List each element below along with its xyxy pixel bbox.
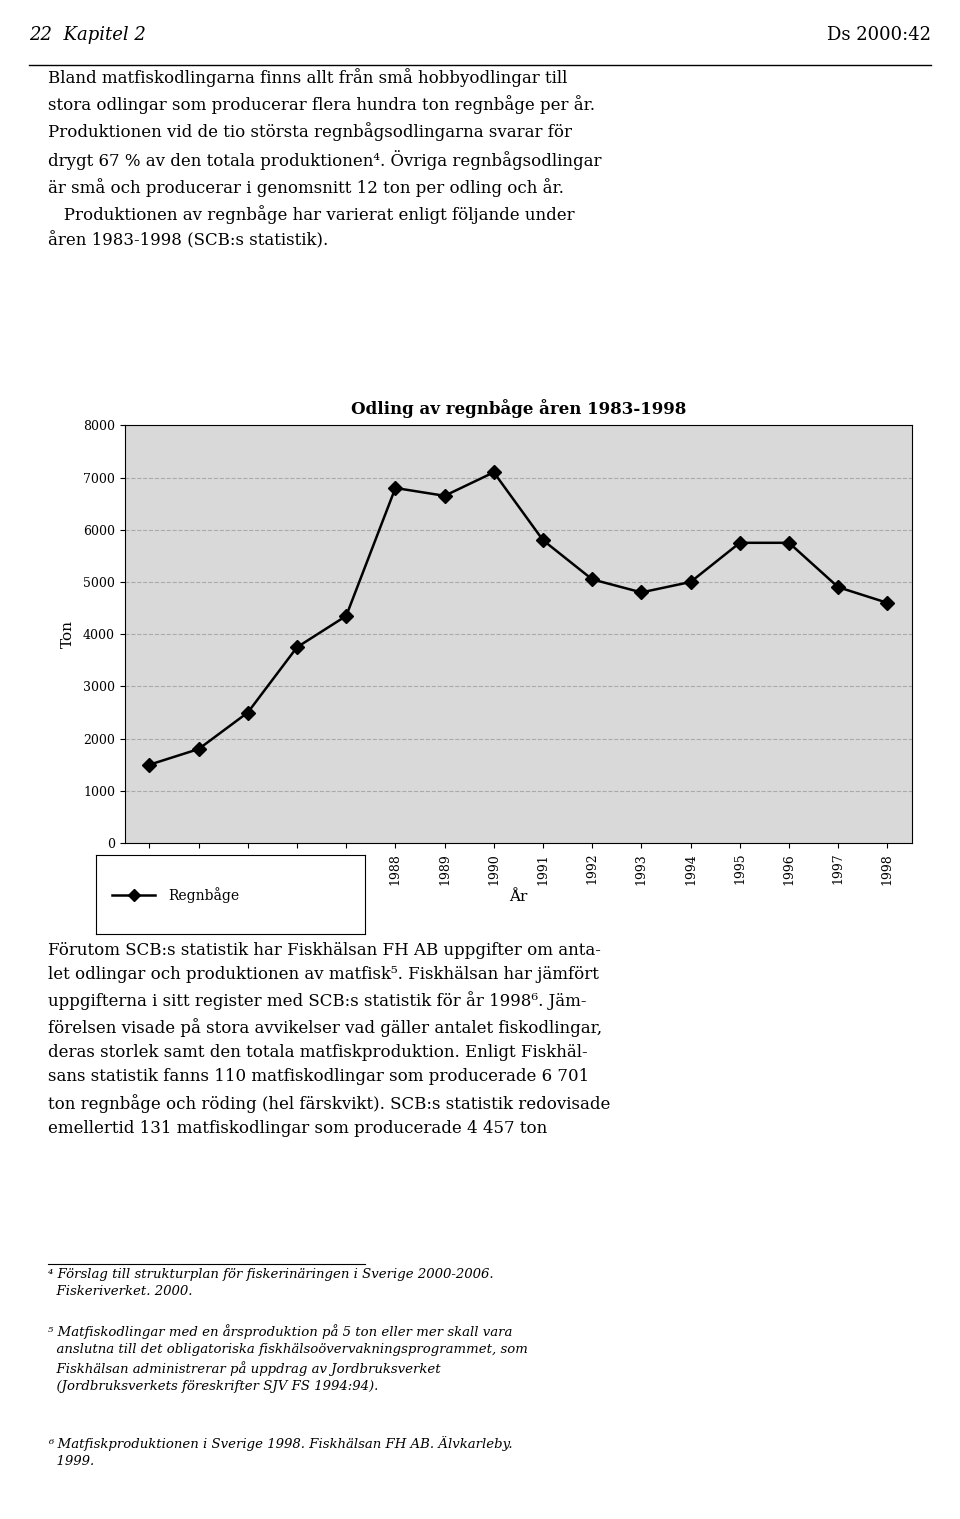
- Text: Bland matfiskodlingarna finns allt från små hobbyodlingar till
stora odlingar so: Bland matfiskodlingarna finns allt från …: [48, 68, 602, 249]
- Text: ⁶ Matfiskproduktionen i Sverige 1998. Fiskhälsan FH AB. Älvkarleby.
  1999.: ⁶ Matfiskproduktionen i Sverige 1998. Fi…: [48, 1435, 513, 1467]
- Text: Regnbåge: Regnbåge: [169, 887, 240, 902]
- Text: Ds 2000:42: Ds 2000:42: [828, 26, 931, 44]
- Text: ⁵ Matfiskodlingar med en årsproduktion på 5 ton eller mer skall vara
  anslutna : ⁵ Matfiskodlingar med en årsproduktion p…: [48, 1325, 528, 1393]
- Text: Förutom SCB:s statistik har Fiskhälsan FH AB uppgifter om anta-
let odlingar och: Förutom SCB:s statistik har Fiskhälsan F…: [48, 942, 611, 1136]
- X-axis label: År: År: [509, 890, 528, 904]
- Text: 22  Kapitel 2: 22 Kapitel 2: [29, 26, 146, 44]
- Y-axis label: Ton: Ton: [60, 620, 75, 649]
- Text: ⁴ Förslag till strukturplan för fiskerinäringen i Sverige 2000-2006.
  Fiskerive: ⁴ Förslag till strukturplan för fiskerin…: [48, 1268, 493, 1299]
- Title: Odling av regnbåge åren 1983-1998: Odling av regnbåge åren 1983-1998: [350, 399, 686, 418]
